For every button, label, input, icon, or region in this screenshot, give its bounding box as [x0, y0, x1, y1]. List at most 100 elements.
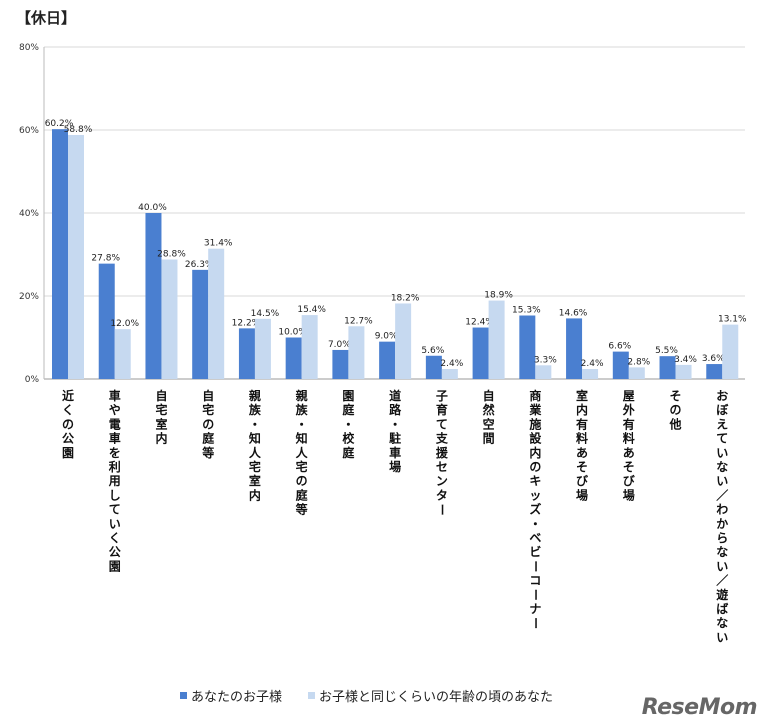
category-label-char: 等 — [201, 445, 214, 460]
category-label-char: わ — [716, 503, 728, 517]
category-label-char: 有 — [576, 416, 588, 431]
category-label-char: な — [716, 545, 728, 559]
data-label: 12.4% — [465, 318, 494, 328]
data-label: 10.0% — [278, 328, 307, 338]
data-label: 12.0% — [110, 319, 139, 329]
bar-parent — [254, 318, 271, 379]
bar-child — [238, 328, 255, 379]
bar-child — [659, 356, 676, 379]
category-label-char: 園 — [62, 446, 74, 460]
category-label-char: 業 — [528, 402, 542, 417]
category-label-char: 宅 — [155, 402, 167, 417]
bar-child — [285, 337, 302, 379]
category-label-char: ば — [716, 601, 728, 616]
category-label-char: 知 — [248, 431, 261, 446]
bar-child — [706, 364, 723, 379]
category-label-char: 庭 — [296, 487, 308, 502]
category-label-char: 室 — [249, 473, 261, 488]
category-label-char: 間 — [483, 432, 495, 446]
category-label-char: 園 — [342, 389, 354, 403]
category-label-char: の — [529, 460, 541, 474]
data-label: 6.6% — [608, 342, 631, 352]
category-label-char: ー — [435, 504, 449, 516]
category-label-char: 等 — [295, 502, 308, 517]
bar-parent — [582, 369, 599, 379]
bar-parent — [395, 303, 412, 379]
category-label-char: 屋 — [623, 389, 635, 403]
category-label-char: 庭 — [202, 431, 214, 446]
data-label: 26.3% — [185, 260, 214, 270]
category-label-char: び — [576, 473, 589, 488]
category-label-char: 料 — [576, 431, 588, 446]
data-label: 31.4% — [204, 239, 233, 249]
bar-child — [98, 263, 115, 379]
category-label-char: 校 — [342, 431, 355, 446]
data-label: 3.4% — [674, 355, 697, 365]
category-label-char: い — [716, 474, 728, 488]
bar-parent — [535, 365, 552, 379]
y-tick-label: 40% — [19, 209, 39, 219]
category-label-char: ・ — [529, 517, 541, 531]
category-label-char: の — [62, 417, 74, 431]
bar-parent — [628, 367, 645, 379]
category-label-char: な — [716, 616, 728, 630]
category-label-char: ナ — [529, 602, 541, 616]
category-label-char: ン — [436, 474, 448, 488]
category-label-char: 他 — [669, 416, 682, 431]
bar-parent — [348, 326, 365, 379]
data-label: 2.4% — [440, 359, 463, 369]
category-label-char: 子 — [436, 389, 448, 403]
category-label-char: ー — [528, 589, 542, 601]
category-label-char: 内 — [529, 445, 541, 460]
category-label-char: そ — [670, 389, 682, 403]
category-label-char: や — [109, 403, 121, 417]
bar-child — [612, 351, 629, 379]
category-label-char: 庭 — [342, 402, 354, 417]
category-label-char: 外 — [623, 402, 635, 417]
bar-parent — [441, 369, 458, 379]
category-label-char: 自 — [483, 388, 495, 403]
bar-child — [566, 318, 583, 379]
category-label-char: あ — [623, 446, 635, 460]
bar-parent — [114, 329, 131, 379]
legend: あなたのお子様 お子様と同じくらいの年齢の頃のあなた — [180, 686, 553, 705]
data-label: 28.8% — [157, 249, 186, 259]
category-label-char: 場 — [576, 487, 588, 502]
category-label-char: な — [716, 460, 728, 474]
bar-chart: 0%20%40%60%80%60.2%58.8%近くの公園27.8%12.0%車… — [19, 43, 747, 644]
data-label: 5.6% — [421, 346, 444, 356]
bar-parent — [161, 259, 178, 379]
category-label-char: 宅 — [296, 459, 308, 474]
category-label-char: ー — [528, 617, 542, 629]
category-label-char: 園 — [109, 559, 121, 573]
category-label-char: ・ — [296, 417, 308, 431]
category-label-char: 近 — [62, 388, 74, 403]
data-label: 40.0% — [138, 203, 167, 213]
data-label: 14.5% — [251, 309, 280, 319]
category-label-char: を — [109, 446, 121, 460]
category-label-char: ー — [528, 560, 542, 572]
data-label: 12.7% — [344, 316, 373, 326]
category-label-char: タ — [436, 488, 448, 502]
category-label-char: 道 — [389, 388, 401, 403]
category-label-char: ベ — [529, 531, 541, 545]
category-label-char: 族 — [296, 402, 309, 417]
category-label-char: 電 — [109, 417, 121, 431]
category-label-char: キ — [529, 474, 541, 488]
category-label-char: 親 — [249, 388, 261, 403]
category-label-char: の — [296, 474, 308, 488]
category-label-char: て — [436, 417, 448, 431]
category-label-char: の — [202, 417, 214, 431]
bar-child — [472, 327, 489, 379]
category-label-char: の — [670, 403, 682, 417]
data-label: 2.4% — [581, 359, 604, 369]
data-label: 18.2% — [391, 293, 420, 303]
category-label-char: 設 — [529, 431, 542, 446]
data-label: 9.0% — [375, 332, 398, 342]
category-label-char: 援 — [436, 445, 449, 460]
category-label-char: 車 — [109, 388, 121, 403]
category-label-char: ／ — [716, 573, 728, 588]
category-label-char: ら — [716, 531, 728, 545]
bar-child — [192, 269, 209, 379]
category-label-char: 利 — [109, 459, 121, 474]
